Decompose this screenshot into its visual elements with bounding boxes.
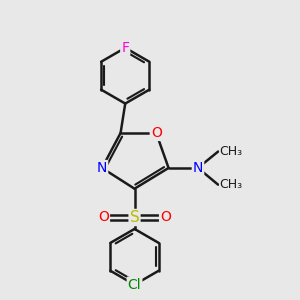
Text: N: N	[193, 161, 203, 175]
Text: N: N	[97, 161, 107, 175]
Text: O: O	[98, 211, 109, 224]
Text: S: S	[130, 210, 140, 225]
Text: O: O	[151, 126, 162, 140]
Text: F: F	[121, 41, 129, 55]
Text: CH₃: CH₃	[220, 178, 243, 191]
Text: O: O	[160, 211, 171, 224]
Text: CH₃: CH₃	[220, 145, 243, 158]
Text: Cl: Cl	[128, 278, 141, 292]
